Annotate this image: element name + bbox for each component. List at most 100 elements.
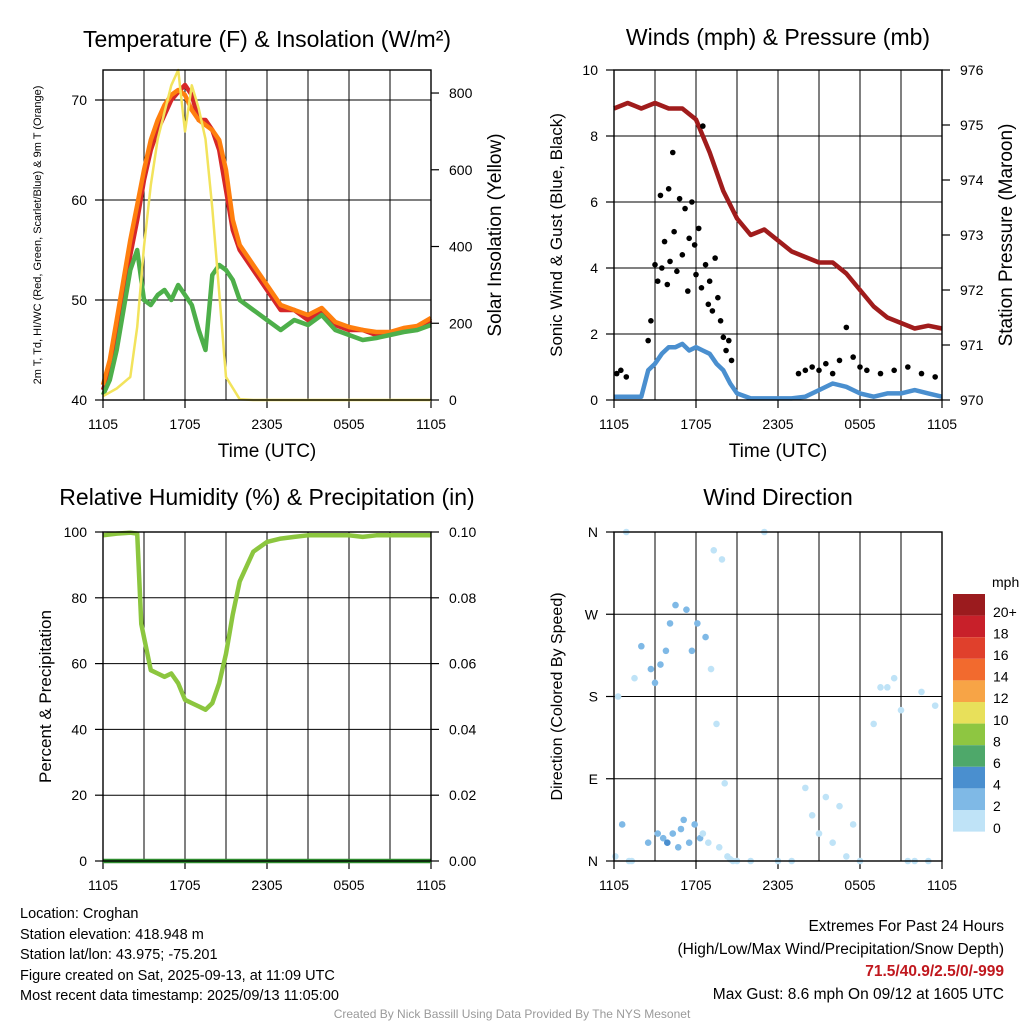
wind-direction-point	[829, 839, 836, 847]
max-gust-text: Max Gust: 8.6 mph On 09/12 at 1605 UTC	[712, 985, 1004, 1003]
legend-swatch	[953, 745, 985, 767]
gust-point	[705, 301, 712, 308]
x-tick-label: 2305	[251, 877, 282, 893]
y2-tick-label: 973	[960, 227, 984, 243]
gust-point	[652, 261, 658, 268]
gust-point	[664, 281, 671, 288]
wind-direction-point	[849, 821, 857, 828]
gust-point	[702, 261, 709, 268]
x-tick-label: 1105	[599, 877, 629, 893]
x-tick-label: 1705	[680, 877, 711, 893]
legend-swatch	[953, 658, 985, 681]
x-tick-label: 1105	[927, 877, 957, 893]
y2-tick-label: 0.06	[449, 656, 476, 672]
y-axis-label: Sonic Wind & Gust (Blue, Black)	[547, 113, 566, 357]
gust-point	[932, 374, 938, 380]
x-tick-label: 1105	[416, 877, 446, 893]
y-tick-label: 10	[582, 62, 598, 78]
gust-point	[618, 367, 624, 374]
legend-label: 4	[993, 777, 1001, 793]
wind-direction-point	[870, 720, 877, 728]
y-tick-label: 2	[590, 326, 598, 342]
x-tick-label: 2305	[762, 877, 793, 893]
extremes-title: Extremes For Past 24 Hours	[808, 918, 1004, 935]
wind-direction-point	[715, 843, 723, 851]
plot-frame	[102, 531, 432, 862]
y2-tick-label: 0	[449, 392, 457, 408]
plot-frame	[613, 69, 943, 401]
gust-point	[850, 354, 856, 360]
gust-point	[674, 268, 680, 275]
wind-direction-point	[680, 816, 687, 824]
legend-swatch	[953, 788, 985, 810]
legend-label: 10	[993, 712, 1009, 728]
y-tick-label: 4	[590, 260, 598, 276]
gust-point	[829, 370, 836, 377]
wind-direction-point	[721, 780, 728, 787]
y2-tick-label: 974	[960, 172, 984, 188]
wind-direction-point	[659, 834, 667, 842]
gust-point	[645, 337, 651, 344]
x-tick-label: 1105	[88, 877, 118, 893]
chart-title-2: Winds (mph) & Pressure (mb)	[626, 24, 930, 50]
wind-direction-point	[631, 674, 638, 682]
chart-title-4: Wind Direction	[703, 484, 853, 510]
wind-direction-point	[654, 830, 662, 837]
plot-frame	[102, 69, 432, 401]
wind-direction-point	[688, 647, 696, 655]
gust-point	[891, 367, 897, 374]
x-tick-label: 1705	[169, 416, 200, 432]
gust-point	[648, 318, 654, 324]
legend-title: mph	[992, 574, 1019, 590]
y2-tick-label: 0.08	[449, 590, 476, 606]
y2-tick-label: 800	[449, 85, 473, 101]
gust-point	[823, 360, 829, 367]
wind-direction-point	[877, 684, 884, 691]
legend-label: 6	[993, 755, 1001, 771]
gust-point	[809, 364, 815, 370]
x-tick-label: 1105	[927, 416, 957, 432]
wind-direction-point	[694, 620, 701, 627]
wind-direction-point	[815, 830, 823, 837]
wind-direction-point	[713, 720, 720, 728]
station-info: Location: Croghan Station elevation: 418…	[20, 904, 339, 1007]
gust-point	[709, 308, 716, 314]
y-tick-label: 40	[71, 721, 87, 737]
y-tick-label: 80	[71, 590, 87, 606]
elevation-text: Station elevation: 418.948 m	[20, 926, 204, 943]
legend-label: 14	[993, 669, 1009, 685]
y-tick-label: 60	[71, 656, 87, 672]
legend-swatch	[953, 594, 985, 616]
wind-direction-point	[672, 601, 679, 609]
gust-point	[676, 195, 683, 202]
x-tick-label: 1705	[680, 416, 711, 432]
gust-point	[816, 367, 822, 374]
legend-label: 0	[993, 820, 1001, 836]
wind-direction-point	[657, 661, 664, 668]
wind-direction-point	[843, 853, 850, 860]
wind-direction-point	[705, 839, 712, 847]
wind-direction-point	[890, 674, 898, 682]
legend-label: 12	[993, 690, 1009, 706]
gust-point	[669, 149, 676, 156]
gust-point	[686, 235, 692, 242]
wind-direction-point	[707, 665, 715, 673]
gust-point	[659, 265, 665, 271]
gust-point	[685, 288, 691, 294]
wind-direction-point	[677, 825, 685, 833]
x-tick-label: 0505	[844, 877, 875, 893]
chart-title-3: Relative Humidity (%) & Precipitation (i…	[59, 484, 474, 510]
gust-point	[795, 370, 802, 377]
y2-tick-label: 0.02	[449, 787, 476, 803]
gust-point	[802, 367, 809, 374]
gust-point	[905, 364, 911, 370]
gust-point	[720, 334, 727, 341]
wind-direction-point	[664, 839, 671, 847]
legend-swatch	[953, 615, 985, 638]
wind-direction-point	[897, 706, 905, 714]
wind-direction-point	[931, 702, 939, 709]
wind-direction-point	[674, 843, 682, 851]
y2-tick-label: 0.00	[449, 853, 476, 869]
series-line-0	[102, 530, 431, 712]
